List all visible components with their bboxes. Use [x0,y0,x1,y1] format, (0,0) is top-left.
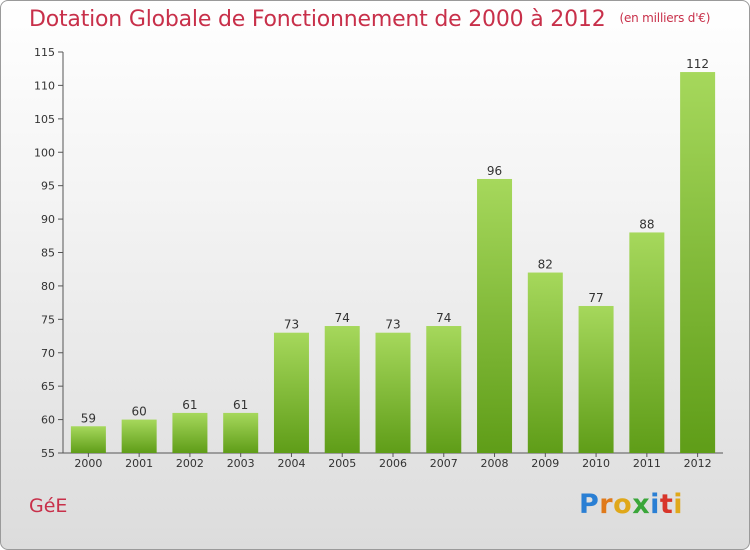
logo-letter: o [613,489,633,520]
y-tick-label: 115 [34,46,55,59]
logo-letter: t [659,489,674,520]
x-tick-label-2011: 2011 [633,457,661,470]
bar-2004 [273,332,309,453]
bar-2010 [578,305,614,453]
y-tick-label: 70 [41,347,55,360]
y-tick-label: 105 [34,113,55,126]
x-tick-label-2002: 2002 [176,457,204,470]
commune-name: GéE [29,495,68,517]
x-tick-label-2007: 2007 [430,457,458,470]
y-tick-label: 95 [41,180,55,193]
bar-2006 [375,332,411,453]
y-tick-label: 75 [41,313,55,326]
x-tick-label-2003: 2003 [227,457,255,470]
y-tick-label: 65 [41,380,55,393]
x-tick-label-2010: 2010 [582,457,610,470]
bar-2002 [172,412,208,453]
value-label-2001: 60 [132,405,147,419]
bar-2001 [121,419,157,453]
y-tick-label: 60 [41,414,55,427]
proxiti-logo: Proxiti [579,489,683,520]
y-tick-label: 80 [41,280,55,293]
value-label-2003: 61 [233,398,248,412]
value-label-2011: 88 [639,217,654,231]
x-tick-label-2000: 2000 [74,457,102,470]
chart-title: Dotation Globale de Fonctionnement de 20… [29,7,710,32]
value-label-2002: 61 [182,398,197,412]
chart-unit: (en milliers d'€) [619,11,711,25]
x-tick-label-2004: 2004 [277,457,305,470]
logo-letter: P [579,489,600,520]
value-label-2007: 74 [436,311,451,325]
logo-letter: r [599,489,614,520]
logo-letter: i [673,489,684,520]
logo-letter: i [650,489,660,520]
bar-2003 [223,412,259,453]
chart-value-labels: 59 60 61 61 73 74 73 74 96 82 77 88 112 [81,57,709,425]
y-tick-label: 110 [34,79,55,92]
value-label-2006: 73 [385,318,400,332]
chart-title-text: Dotation Globale de Fonctionnement de 20… [29,7,606,32]
bar-2012 [680,72,716,454]
x-tick-label-2006: 2006 [379,457,407,470]
value-label-2004: 73 [284,318,299,332]
y-tick-label: 90 [41,213,55,226]
value-label-2009: 82 [538,258,553,272]
bar-2008 [477,178,513,453]
x-tick-label-2005: 2005 [328,457,356,470]
bar-2009 [527,272,563,453]
value-label-2000: 59 [81,411,96,425]
x-tick-label-2001: 2001 [125,457,153,470]
x-tick-label-2009: 2009 [531,457,559,470]
chart-axes: 55 60 65 70 75 80 85 90 95 100 105 110 115 2000 2001 20… [34,46,723,470]
y-tick-label: 100 [34,146,55,159]
x-tick-label-2012: 2012 [684,457,712,470]
x-tick-label-2008: 2008 [481,457,509,470]
value-label-2012: 112 [686,57,709,71]
bar-2011 [629,232,665,453]
bar-2005 [324,326,360,453]
y-tick-label: 55 [41,447,55,460]
y-tick-label: 85 [41,247,55,260]
bar-2000 [70,426,106,453]
value-label-2008: 96 [487,164,502,178]
value-label-2010: 77 [588,291,603,305]
bar-2007 [426,326,462,453]
logo-letter: x [632,489,651,520]
chart-bars [70,72,716,454]
value-label-2005: 74 [335,311,350,325]
